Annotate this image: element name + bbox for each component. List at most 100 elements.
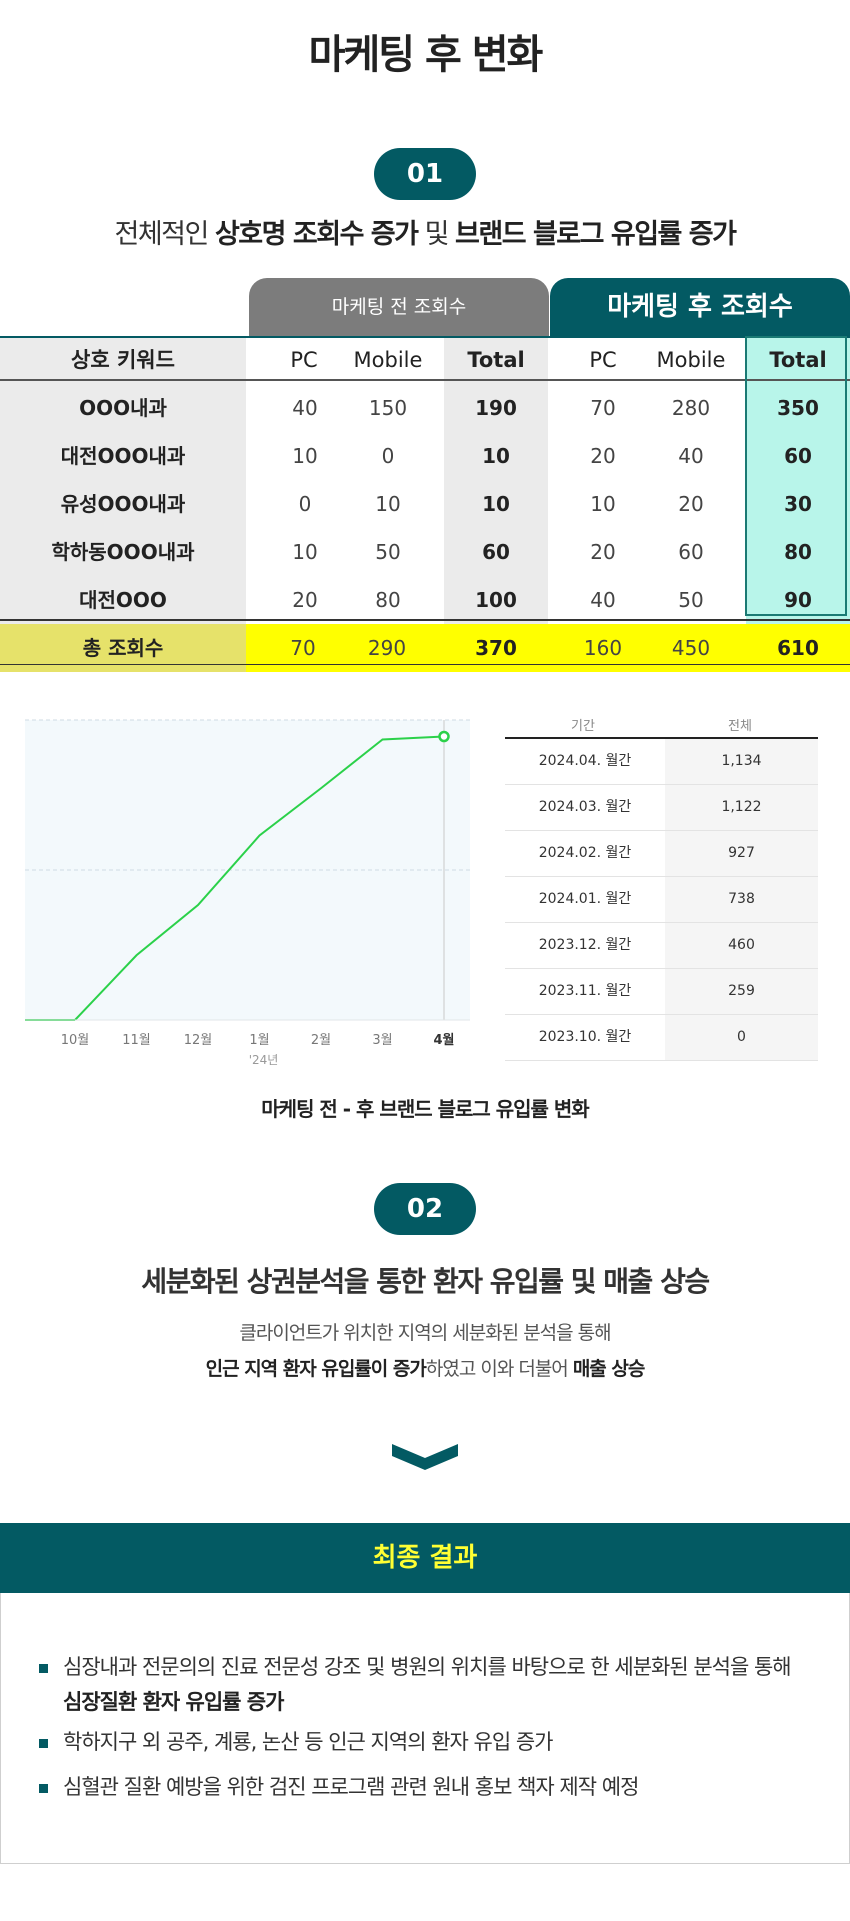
cell-total: 60	[444, 528, 548, 576]
heading-bold-1: 상호명 조회수 증가	[214, 219, 419, 250]
result-title: 최종 결과	[0, 1523, 850, 1593]
stats-row: 2024.01. 월간 738	[505, 877, 818, 923]
cell: 20	[590, 444, 616, 468]
desc-mid: 하였고 이와 더불어	[425, 1358, 569, 1380]
desc-bold-1: 인근 지역 환자 유입률이 증가	[205, 1358, 427, 1380]
x-sublabel: '24년	[249, 1053, 279, 1067]
stats-period: 2024.02. 월간	[538, 845, 632, 861]
section2-title: 세분화된 상권분석을 통한 환자 유입률 및 매출 상승	[141, 1265, 710, 1298]
divider	[0, 336, 850, 338]
cell: 10	[292, 540, 318, 564]
cell: 60	[678, 540, 704, 564]
stats-row: 2024.02. 월간 927	[505, 831, 818, 877]
col-total-after: Total	[746, 336, 850, 384]
cell: 40	[292, 396, 318, 420]
divider	[0, 619, 850, 621]
stats-row: 2023.10. 월간 0	[505, 1015, 818, 1061]
stats-table-header: 기간 전체	[505, 710, 818, 738]
cell: 20	[678, 492, 704, 516]
cell: 0	[298, 492, 312, 516]
group-header-before: 마케팅 전 조회수	[249, 278, 549, 336]
cell-total: 100	[444, 576, 548, 624]
cell-total: 190	[444, 384, 548, 432]
cell-keyword: 대전OOO내과	[0, 432, 246, 480]
cell-total: 10	[444, 432, 548, 480]
table-row: 대전OOO내과 10 0 10 20 40 60	[0, 432, 850, 480]
section2-desc-line1: 클라이언트가 위치한 지역의 세분화된 분석을 통해	[239, 1322, 611, 1344]
section1-heading: 전체적인 상호명 조회수 증가 및 브랜드 블로그 유입률 증가	[0, 212, 850, 251]
col-keyword: 상호 키워드	[0, 336, 246, 384]
stats-value: 738	[665, 877, 818, 922]
data-point	[438, 730, 450, 743]
bullet-icon	[39, 1784, 48, 1793]
stats-value: 0	[665, 1015, 818, 1060]
blog-inflow-line-chart: 10월 11월 12월 1월 2월 3월 4월 '24년	[25, 719, 470, 1067]
cell-total: 60	[746, 432, 850, 480]
cell: 20	[590, 540, 616, 564]
section2-desc-line2: 인근 지역 환자 유입률이 증가하였고 이와 더불어 매출 상승	[0, 1354, 850, 1381]
group-header-after: 마케팅 후 조회수	[550, 278, 850, 336]
stats-row: 2023.11. 월간 259	[505, 969, 818, 1015]
cell: 40	[590, 588, 616, 612]
cell: 150	[368, 396, 408, 420]
cell: 10	[375, 492, 401, 516]
head-period: 기간	[571, 719, 595, 734]
stats-period: 2023.11. 월간	[538, 983, 632, 999]
cell-keyword: 학하동OOO내과	[0, 528, 246, 576]
cell: 10	[292, 444, 318, 468]
heading-prefix: 전체적인	[114, 219, 210, 250]
heading-bold-2: 브랜드 블로그 유입률 증가	[455, 219, 737, 250]
result-item-1-line1: 심장내과 전문의의 진료 전문성 강조 및 병원의 위치를 바탕으로 한 세분화…	[63, 1655, 792, 1679]
divider	[505, 737, 818, 739]
x-tick-label: 2월	[311, 1033, 331, 1048]
total-highlight-box	[745, 336, 847, 616]
x-tick-label: 4월	[433, 1032, 454, 1048]
plot-area	[25, 720, 470, 1020]
result-box: 심장내과 전문의의 진료 전문성 강조 및 병원의 위치를 바탕으로 한 세분화…	[0, 1593, 850, 1864]
cell: 0	[381, 444, 395, 468]
heading-mid: 및	[424, 219, 450, 250]
stats-value: 1,134	[665, 739, 818, 784]
cell: 280	[671, 396, 711, 420]
stats-period: 2024.01. 월간	[538, 891, 632, 907]
views-table: 상호 키워드 PC Mobile Total PC Mobile Total O…	[0, 336, 850, 672]
col-total-before: Total	[444, 336, 548, 384]
result-item-1-line2: 심장질환 환자 유입률 증가	[63, 1686, 284, 1716]
page-title: 마케팅 후 변화	[308, 32, 544, 78]
stats-row: 2024.04. 월간 1,134	[505, 739, 818, 785]
stats-period: 2023.10. 월간	[538, 1029, 632, 1045]
cell-keyword: 유성OOO내과	[0, 480, 246, 528]
section-badge-01: 01	[374, 148, 476, 200]
cell: 80	[375, 588, 401, 612]
cell: 50	[375, 540, 401, 564]
col-mobile-after: Mobile	[656, 348, 726, 372]
cell-keyword: OOO내과	[0, 384, 246, 432]
cell-total: 90	[746, 576, 850, 624]
divider	[0, 664, 850, 665]
result-item-3: 심혈관 질환 예방을 위한 검진 프로그램 관련 원내 홍보 책자 제작 예정	[63, 1775, 639, 1799]
stats-period: 2024.04. 월간	[538, 753, 632, 769]
stats-period: 2023.12. 월간	[538, 937, 632, 953]
head-total: 전체	[728, 719, 752, 734]
x-tick-label: 11월	[122, 1033, 151, 1048]
stats-value: 927	[665, 831, 818, 876]
x-tick-label: 10월	[61, 1033, 90, 1048]
stats-value: 259	[665, 969, 818, 1014]
x-tick-label: 1월	[249, 1033, 269, 1048]
cell: 40	[678, 444, 704, 468]
chart-caption: 마케팅 전 - 후 브랜드 블로그 유입률 변화	[261, 1097, 589, 1121]
stats-value: 460	[665, 923, 818, 968]
cell: 10	[590, 492, 616, 516]
cell: 20	[292, 588, 318, 612]
result-item-2: 학하지구 외 공주, 계룡, 논산 등 인근 지역의 환자 유입 증가	[63, 1730, 553, 1754]
x-tick-label: 12월	[184, 1033, 213, 1048]
cell-total: 80	[746, 528, 850, 576]
x-tick-label: 3월	[372, 1033, 392, 1048]
table-header-row: 상호 키워드 PC Mobile Total PC Mobile Total	[0, 336, 850, 384]
result-item-1-bold: 심장질환 환자 유입률 증가	[63, 1690, 284, 1714]
bullet-icon	[39, 1739, 48, 1748]
col-mobile-before: Mobile	[353, 348, 423, 372]
divider	[0, 379, 850, 381]
table-row: 대전OOO 20 80 100 40 50 90	[0, 576, 850, 624]
table-row: 학하동OOO내과 10 50 60 20 60 80	[0, 528, 850, 576]
